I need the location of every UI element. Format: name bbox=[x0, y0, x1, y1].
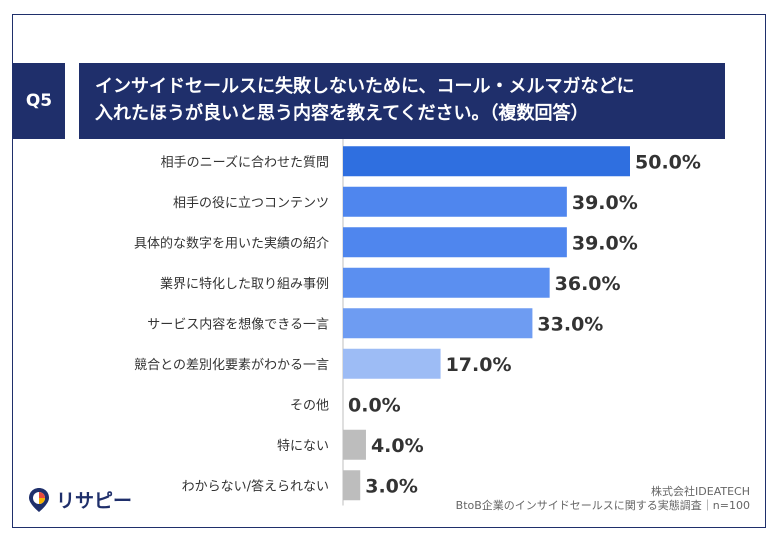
pin-pie-icon bbox=[29, 487, 49, 512]
bar bbox=[343, 227, 567, 258]
value-label: 39.0% bbox=[572, 232, 638, 254]
category-label: 業界に特化した取り組み事例 bbox=[160, 276, 329, 292]
category-label: わからない/答えられない bbox=[182, 478, 329, 494]
brand-logo-text: リサピー bbox=[56, 490, 133, 512]
category-label: その他 bbox=[290, 398, 329, 413]
source-company: 株式会社IDEATECH bbox=[651, 485, 750, 498]
question-title: インサイドセールスに失敗しないために、コール・メルマガなどに 入れたほうが良いと… bbox=[79, 63, 725, 139]
value-label: 39.0% bbox=[572, 192, 638, 214]
category-label: 相手の役に立つコンテンツ bbox=[173, 196, 329, 211]
value-label: 3.0% bbox=[365, 475, 418, 497]
bar bbox=[343, 470, 361, 501]
value-label: 36.0% bbox=[555, 273, 621, 295]
question-title-line-1: インサイドセールスに失敗しないために、コール・メルマガなどに bbox=[95, 76, 635, 97]
bar bbox=[343, 348, 441, 379]
value-label: 0.0% bbox=[348, 394, 401, 416]
question-badge: Q5 bbox=[13, 63, 65, 139]
value-label: 17.0% bbox=[446, 354, 512, 376]
chart-frame: Q5 インサイドセールスに失敗しないために、コール・メルマガなどに 入れたほうが… bbox=[12, 14, 766, 528]
category-label: 具体的な数字を用いた実績の紹介 bbox=[134, 235, 329, 251]
category-label: 競合との差別化要素がわかる一言 bbox=[134, 358, 329, 373]
category-label: 相手のニーズに合わせた質問 bbox=[161, 154, 329, 170]
bar bbox=[343, 146, 630, 177]
value-label: 4.0% bbox=[371, 435, 424, 457]
question-title-line-2: 入れたほうが良いと思う内容を教えてください。（複数回答） bbox=[95, 103, 589, 124]
brand-logo: リサピー bbox=[28, 486, 132, 513]
value-label: 50.0% bbox=[635, 151, 701, 173]
bar bbox=[343, 186, 567, 217]
value-label: 33.0% bbox=[537, 313, 603, 335]
bar bbox=[343, 429, 366, 460]
category-label: サービス内容を想像できる一言 bbox=[147, 316, 329, 332]
source-note: 株式会社IDEATECH BtoB企業のインサイドセールスに関する実態調査｜n=… bbox=[456, 485, 750, 513]
category-label: 特にない bbox=[277, 439, 329, 454]
source-survey: BtoB企業のインサイドセールスに関する実態調査｜n=100 bbox=[455, 499, 750, 512]
bar bbox=[343, 308, 533, 339]
bar bbox=[343, 267, 550, 298]
